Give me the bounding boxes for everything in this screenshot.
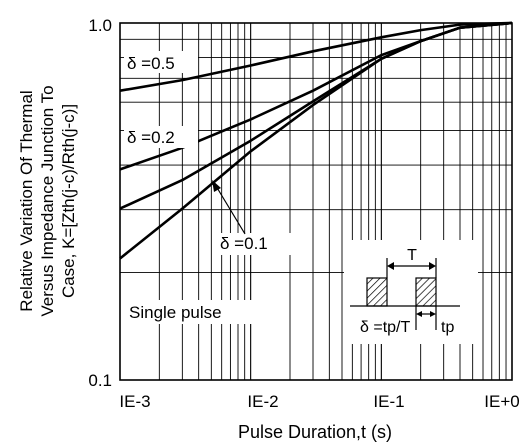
- series-label-delta-0.2: δ =0.2: [127, 128, 175, 147]
- series-pointer-line: [215, 185, 246, 235]
- series-label-bg: [124, 51, 198, 73]
- series-label-single-pulse: Single pulse: [129, 303, 222, 322]
- series-label-bg: [124, 126, 198, 148]
- period-label-bg: [404, 244, 420, 262]
- curves: [119, 21, 513, 260]
- y-tick-label: 1.0: [88, 16, 112, 35]
- x-tick-label: IE-3: [119, 392, 150, 411]
- series-line-3: [119, 21, 513, 260]
- y-axis-label: Relative Variation Of Thermal Versus Imp…: [17, 85, 78, 316]
- pulse-diagram-inset: T tp δ =tp/T: [344, 240, 478, 344]
- series-label-bg: [126, 300, 262, 324]
- x-tick-label: IE+0: [484, 392, 519, 411]
- pulse-width-label: tp: [441, 319, 454, 336]
- series-pointer-arrowhead: [212, 180, 221, 192]
- plot-area-frame: [119, 22, 513, 381]
- series-label-delta-0.1: δ =0.1: [220, 234, 268, 253]
- y-axis-label-line-2: Versus Impedance Junction To: [38, 85, 57, 316]
- x-tick-label: IE-1: [373, 392, 404, 411]
- series-label-delta-0.5: δ =0.5: [127, 54, 175, 73]
- x-axis-label: Pulse Duration,t (s): [238, 422, 392, 442]
- x-tick-label: IE-2: [247, 392, 278, 411]
- y-tick-label: 0.1: [88, 371, 112, 390]
- duty-cycle-formula: δ =tp/T: [360, 319, 410, 336]
- pulse-2: [415, 277, 437, 307]
- period-label: T: [407, 247, 417, 264]
- width-arrowhead-left: [416, 311, 422, 317]
- series-line-0: [119, 21, 513, 92]
- series-label-bg: [217, 233, 291, 255]
- width-arrowhead-right: [430, 311, 436, 317]
- y-axis-label-line-3: Case, K=[Zth(j-c)/Rth(j-c)]: [59, 104, 78, 298]
- y-axis-label-line-1: Relative Variation Of Thermal: [17, 90, 36, 311]
- period-arrowhead-right: [429, 262, 436, 270]
- period-arrowhead-left: [387, 262, 394, 270]
- pulse-1: [366, 277, 388, 307]
